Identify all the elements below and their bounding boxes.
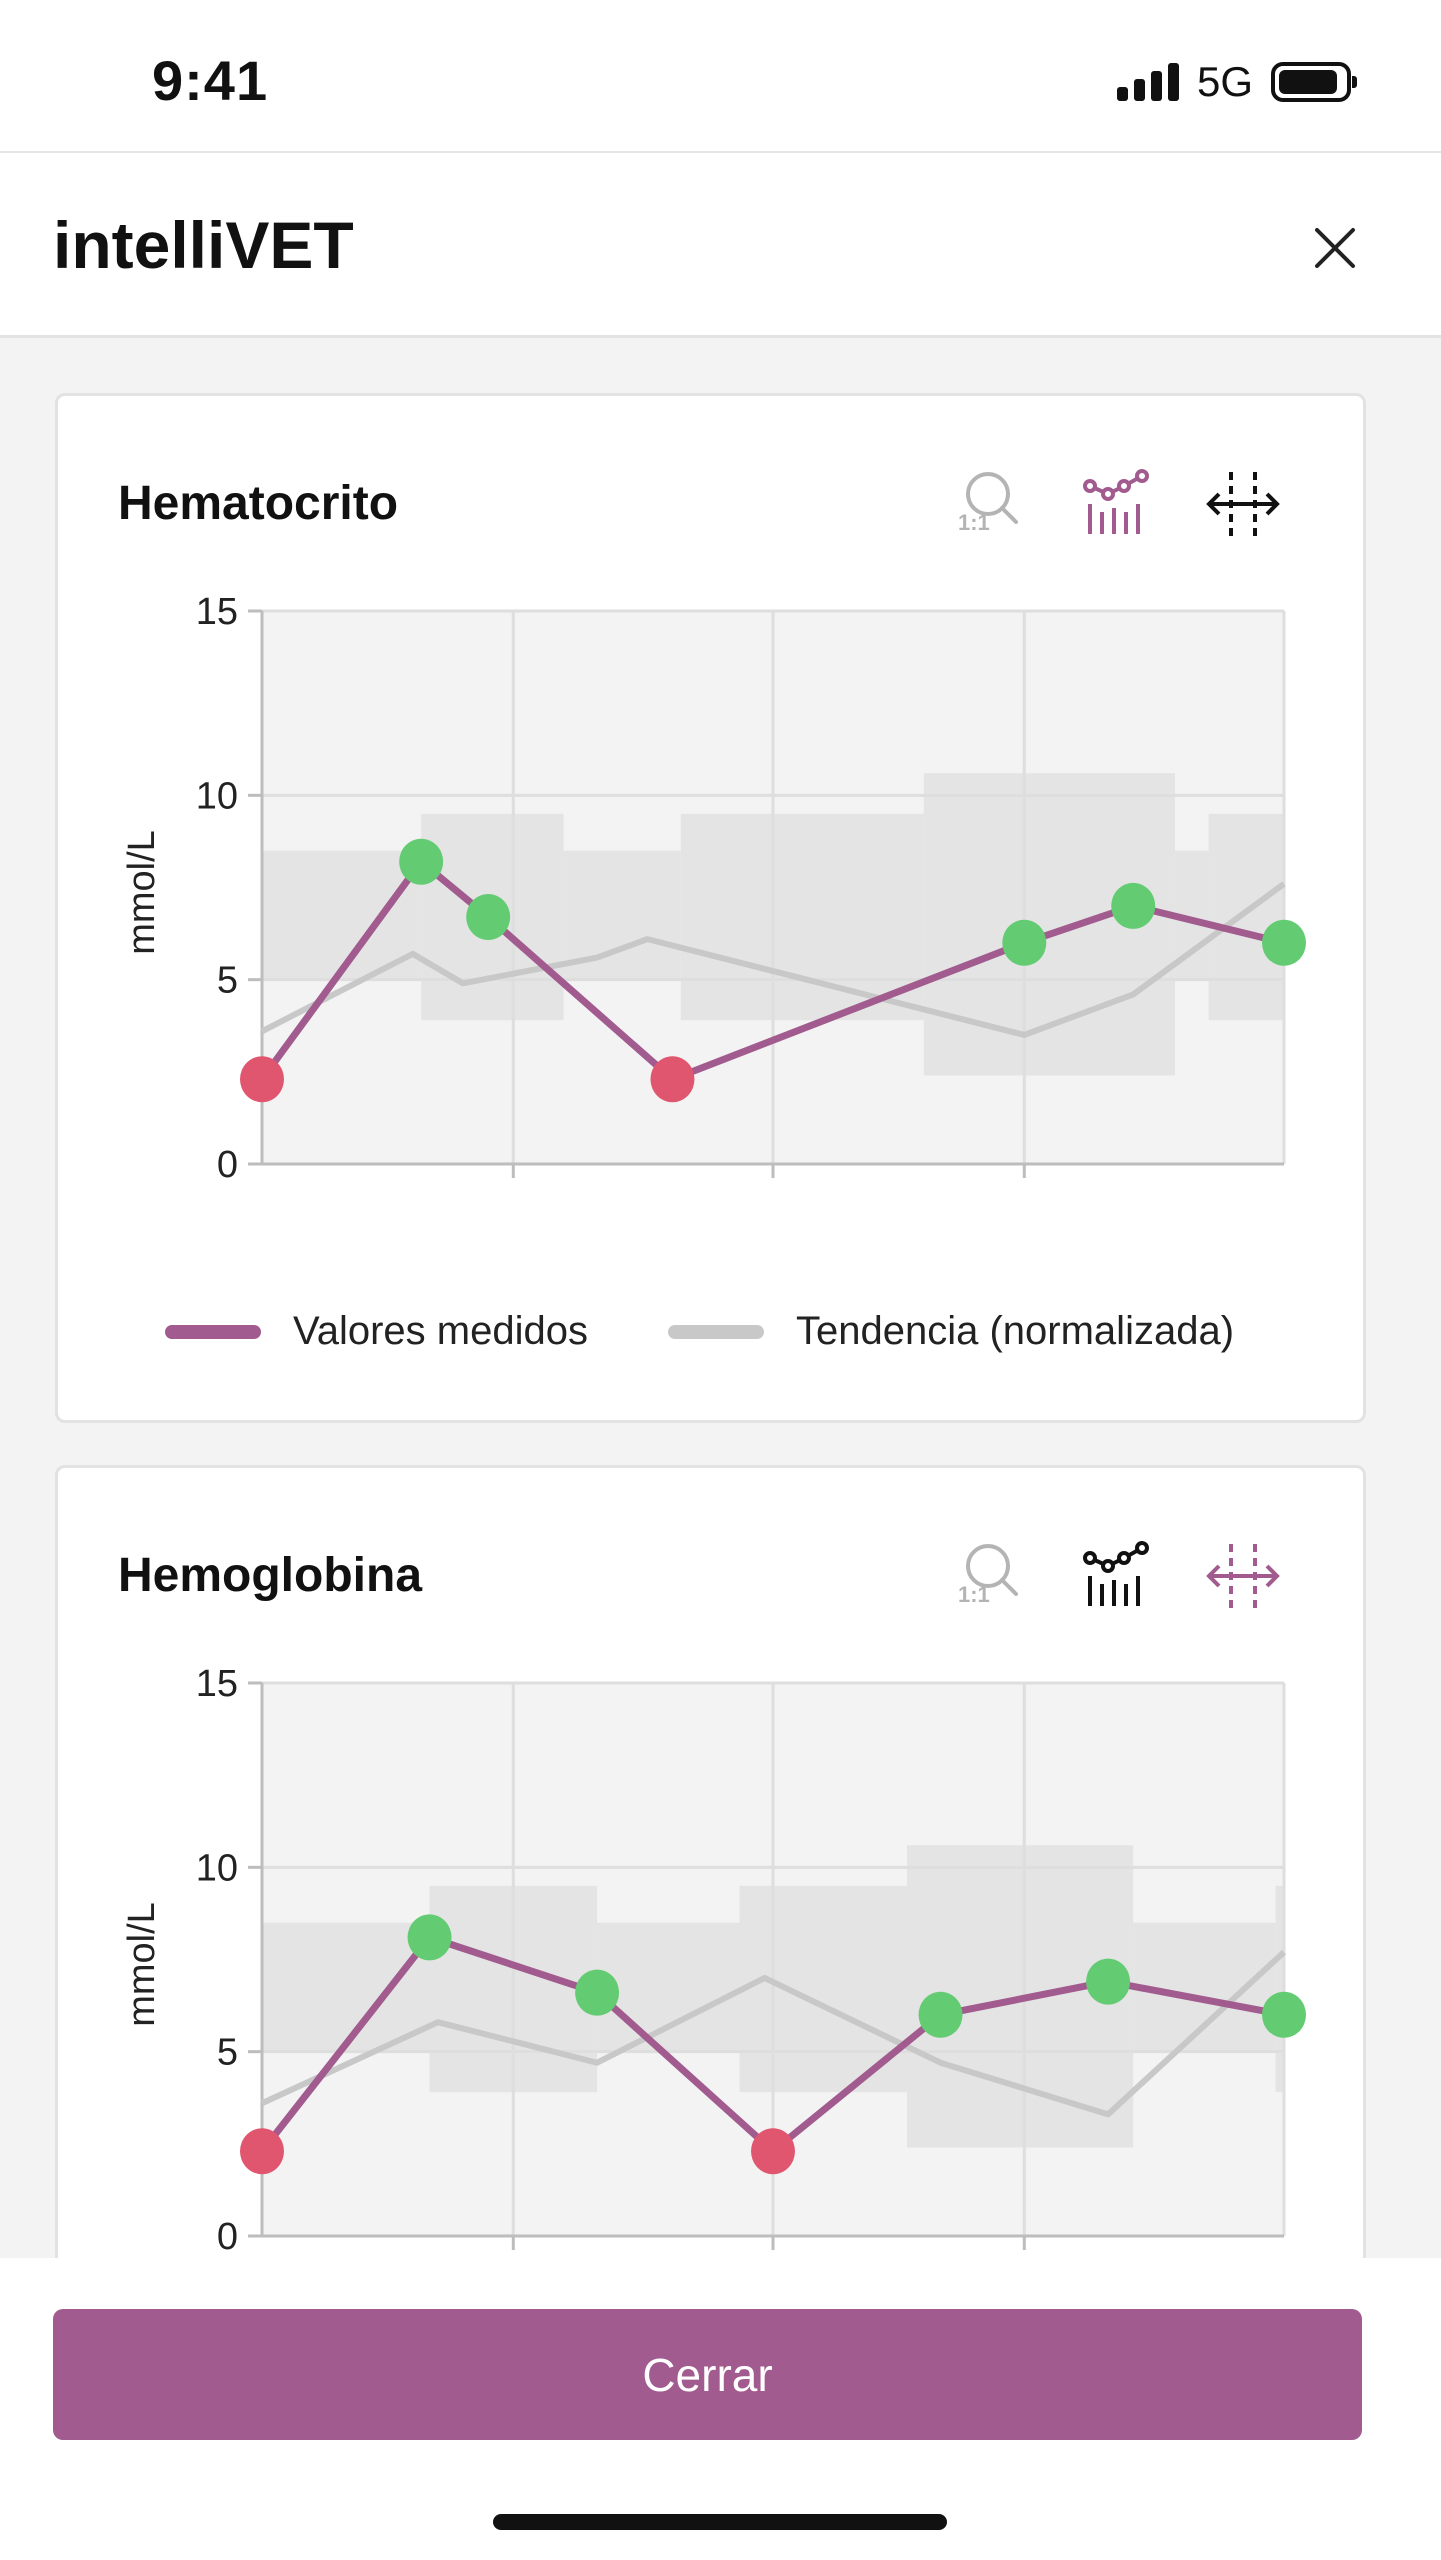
- status-bar: 9:41 5G: [0, 0, 1441, 153]
- reference-band: [680, 813, 924, 1021]
- y-tick-label: 15: [196, 1663, 238, 1705]
- app-title: intelliVET: [53, 208, 354, 282]
- y-tick-label: 10: [196, 1847, 238, 1889]
- chart-card-hematocrito: Hematocrito 1:1 05101514/05/202514/06/20…: [55, 393, 1366, 1423]
- hematocrito-chart: 05101514/05/202514/06/202514/07/2025mmol…: [121, 591, 1306, 1186]
- home-indicator: [493, 2514, 947, 2530]
- chart-type-icon[interactable]: [1078, 464, 1158, 544]
- legend-label: Valores medidos: [293, 1309, 588, 1353]
- data-point: [407, 1914, 452, 1961]
- status-indicators: 5G: [1116, 58, 1357, 106]
- reference-band: [739, 1885, 908, 2093]
- chart-title: Hemoglobina: [118, 1549, 423, 1602]
- y-tick-label: 10: [196, 775, 238, 817]
- reference-band: [1208, 813, 1284, 1021]
- network-type: 5G: [1196, 58, 1253, 105]
- data-point: [1262, 1991, 1306, 2038]
- y-tick-label: 15: [196, 591, 238, 633]
- hemoglobina-chart: 0 5 10 15 mmol/L: [121, 1663, 1306, 2258]
- cellular-signal-icon: [1116, 63, 1179, 101]
- reference-band: [1133, 1922, 1276, 2052]
- data-point: [1111, 882, 1156, 929]
- reference-band: [262, 1922, 430, 2052]
- legend-swatch-measured: [165, 1324, 261, 1339]
- data-point: [918, 1991, 963, 2038]
- data-point: [1262, 919, 1306, 966]
- svg-text:1:1: 1:1: [958, 510, 990, 535]
- data-point: [466, 893, 511, 940]
- trend-line: [260, 881, 1286, 1038]
- battery-icon: [1271, 62, 1357, 102]
- reference-band: [1275, 1885, 1284, 2093]
- data-point: [240, 2128, 284, 2175]
- reference-band: [262, 850, 422, 980]
- legend-item-trend: Tendencia (normalizada): [668, 1309, 1234, 1354]
- chart-card-hemoglobina: Hemoglobina 1:1 0 5 10 15 mmol/L: [55, 1465, 1366, 2325]
- data-point: [399, 838, 444, 885]
- data-point: [1002, 919, 1047, 966]
- reference-band: [597, 1922, 740, 2052]
- zoom-1-1-icon[interactable]: 1:1: [948, 464, 1028, 544]
- data-point: [575, 1969, 620, 2016]
- data-point: [1086, 1958, 1131, 2005]
- fit-width-icon[interactable]: [1203, 1536, 1283, 1616]
- app-header: intelliVET: [0, 153, 1441, 338]
- legend-item-measured: Valores medidos: [165, 1309, 588, 1354]
- y-tick-label: 0: [217, 2216, 238, 2258]
- data-point: [650, 1056, 695, 1103]
- zoom-1-1-icon[interactable]: 1:1: [948, 1536, 1028, 1616]
- legend-swatch-trend: [668, 1324, 764, 1339]
- y-axis-label: mmol/L: [121, 830, 163, 955]
- status-time: 9:41: [152, 49, 269, 112]
- fit-width-icon[interactable]: [1203, 464, 1283, 544]
- legend-label: Tendencia (normalizada): [796, 1309, 1235, 1353]
- y-tick-label: 5: [217, 2032, 238, 2074]
- y-axis-label: mmol/L: [121, 1902, 163, 2027]
- close-button[interactable]: Cerrar: [53, 2309, 1362, 2440]
- chart-title: Hematocrito: [118, 477, 399, 530]
- data-point: [240, 1056, 284, 1103]
- chart-type-icon[interactable]: [1078, 1536, 1158, 1616]
- footer: Cerrar: [0, 2258, 1441, 2560]
- svg-text:1:1: 1:1: [958, 1582, 990, 1607]
- close-icon[interactable]: [1305, 218, 1365, 278]
- data-point: [751, 2128, 795, 2175]
- y-tick-label: 5: [217, 960, 238, 1002]
- y-tick-label: 0: [217, 1144, 238, 1186]
- trend-line: [260, 1949, 1287, 2118]
